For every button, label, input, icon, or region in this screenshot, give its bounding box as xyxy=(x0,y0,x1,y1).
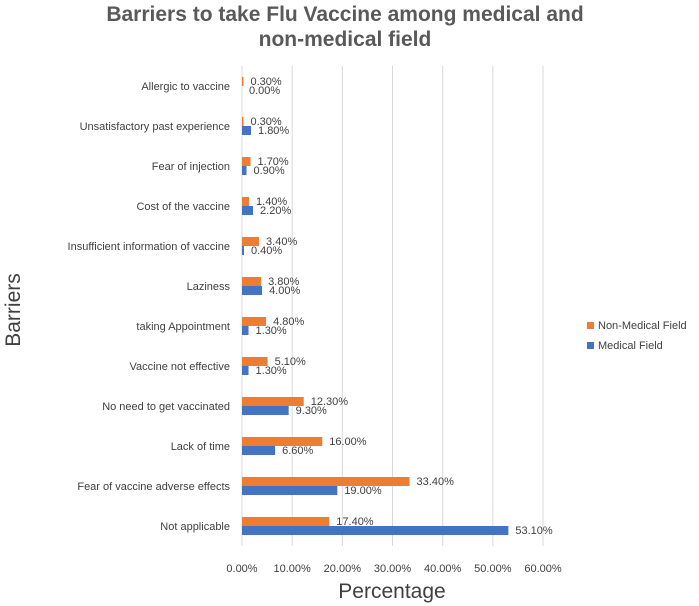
data-label-non-medical: 3.40% xyxy=(266,236,297,248)
bar-medical xyxy=(242,526,509,535)
bar-non-medical xyxy=(242,157,251,166)
bar-medical xyxy=(242,206,254,215)
bar-non-medical xyxy=(242,77,244,86)
bar-non-medical xyxy=(242,237,260,246)
legend-label-non-medical: Non-Medical Field xyxy=(598,320,687,332)
y-category-label: Vaccine not effective xyxy=(130,361,231,373)
bar-medical xyxy=(242,446,276,455)
data-label-non-medical: 33.40% xyxy=(417,476,455,488)
data-label-medical: 4.00% xyxy=(269,285,300,297)
gridlines xyxy=(241,66,544,546)
bar-medical xyxy=(242,366,249,375)
bar-non-medical xyxy=(242,117,244,126)
data-label-medical: 53.10% xyxy=(515,525,553,537)
x-axis-ticks: 0.00% 10.00% 20.00% 30.00% 40.00% 50.00% 60.00… xyxy=(226,563,561,575)
y-category-label: Unsatisfactory past experience xyxy=(80,121,230,133)
bar-medical xyxy=(242,246,245,255)
y-category-label: Laziness xyxy=(187,281,231,293)
bar-non-medical xyxy=(242,477,410,486)
data-label-non-medical: 5.10% xyxy=(275,356,306,368)
data-label-non-medical: 1.70% xyxy=(258,156,289,168)
bars xyxy=(242,77,509,535)
y-category-label: Fear of vaccine adverse effects xyxy=(77,481,230,493)
data-label-non-medical: 1.40% xyxy=(256,196,287,208)
data-label-non-medical: 4.80% xyxy=(273,316,304,328)
bar-non-medical xyxy=(242,277,262,286)
data-label-medical: 0.40% xyxy=(251,245,282,257)
legend: Non-Medical Field Medical Field xyxy=(587,320,687,352)
data-label-non-medical: 0.30% xyxy=(251,76,282,88)
legend-label-medical: Medical Field xyxy=(598,340,663,352)
data-label-medical: 2.20% xyxy=(260,205,291,217)
y-axis-categories: Allergic to vaccine Unsatisfactory past e… xyxy=(68,81,231,533)
bar-non-medical xyxy=(242,357,268,366)
bar-medical xyxy=(242,166,247,175)
y-category-label: Lack of time xyxy=(171,441,230,453)
data-label-medical: 1.80% xyxy=(258,125,289,137)
bar-non-medical xyxy=(242,437,323,446)
bar-non-medical xyxy=(242,317,267,326)
data-label-medical: 6.60% xyxy=(282,445,313,457)
y-category-label: No need to get vaccinated xyxy=(102,401,230,413)
y-category-label: taking Appointment xyxy=(136,321,230,333)
y-category-label: Fear of injection xyxy=(152,161,230,173)
data-label-non-medical: 16.00% xyxy=(329,436,367,448)
bar-medical xyxy=(242,286,263,295)
bar-medical xyxy=(242,406,289,415)
bar-medical xyxy=(242,326,249,335)
x-tick-label: 30.00% xyxy=(374,563,412,575)
data-label-medical: 0.90% xyxy=(254,165,285,177)
chart-title-line-1: Barriers to take Flu Vaccine among medic… xyxy=(106,3,583,26)
x-tick-label: 60.00% xyxy=(524,563,562,575)
legend-swatch-non-medical xyxy=(587,322,594,329)
y-category-label: Insufficient information of vaccine xyxy=(68,241,230,253)
bar-non-medical xyxy=(242,517,330,526)
legend-swatch-medical xyxy=(587,342,594,349)
bar-non-medical xyxy=(242,397,304,406)
data-label-non-medical: 3.80% xyxy=(268,276,299,288)
bar-non-medical xyxy=(242,197,250,206)
x-tick-label: 50.00% xyxy=(474,563,512,575)
x-axis-title: Percentage xyxy=(338,580,445,603)
bar-medical xyxy=(242,126,252,135)
y-category-label: Not applicable xyxy=(160,521,230,533)
data-label-medical: 9.30% xyxy=(296,405,327,417)
y-category-label: Cost of the vaccine xyxy=(136,201,230,213)
data-label-medical: 19.00% xyxy=(344,485,382,497)
x-tick-label: 0.00% xyxy=(226,563,257,575)
y-category-label: Allergic to vaccine xyxy=(141,81,230,93)
x-tick-label: 20.00% xyxy=(324,563,362,575)
bar-medical xyxy=(242,486,338,495)
data-label-non-medical: 12.30% xyxy=(311,396,349,408)
chart-title-line-2: non-medical field xyxy=(259,28,432,51)
x-tick-label: 10.00% xyxy=(274,563,312,575)
y-axis-title: Barriers xyxy=(2,273,25,347)
data-label-medical: 1.30% xyxy=(256,365,287,377)
data-label-non-medical: 17.40% xyxy=(336,516,374,528)
data-label-medical: 1.30% xyxy=(256,325,287,337)
x-tick-label: 40.00% xyxy=(424,563,462,575)
data-label-non-medical: 0.30% xyxy=(251,116,282,128)
data-labels: 0.30%0.00%0.30%1.80%1.70%0.90%1.40%2.20%… xyxy=(249,76,553,537)
data-label-medical: 0.00% xyxy=(249,85,280,97)
